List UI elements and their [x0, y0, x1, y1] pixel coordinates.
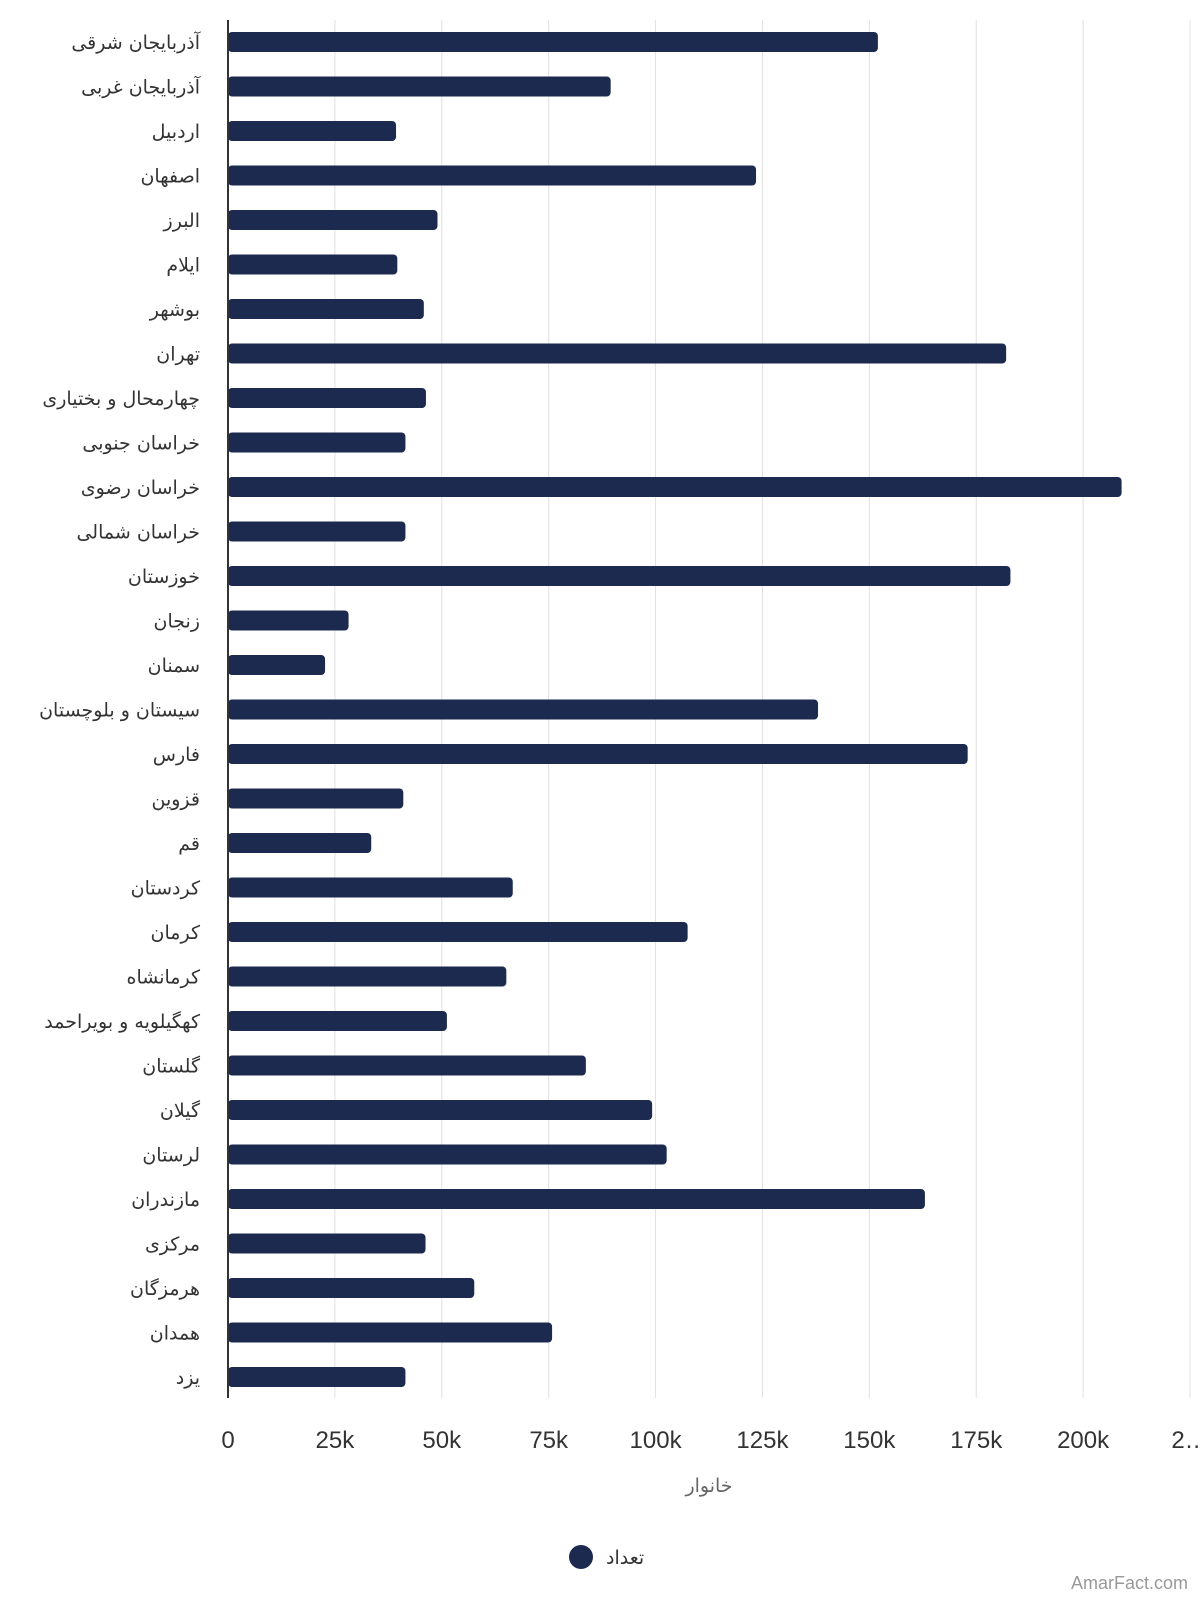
bar[interactable] [228, 877, 513, 898]
category-labels: آذربایجان شرقی آذربایجان غربی اردبیل اصفهان… [39, 30, 201, 1389]
bar[interactable] [228, 610, 349, 631]
legend[interactable]: تعداد [569, 1545, 644, 1569]
bar[interactable] [228, 165, 757, 186]
category-label: همدان [150, 1323, 200, 1345]
x-tick-label: 0 [221, 1427, 234, 1454]
x-axis-tick-labels: 0 25k 50k 75k 100k 125k 150k 175k 200k 2… [221, 1427, 1200, 1454]
category-label: فارس [153, 744, 200, 766]
bar[interactable] [228, 1367, 406, 1387]
category-label: زنجان [154, 611, 200, 633]
bar[interactable] [228, 477, 1122, 497]
category-label: کهگیلویه و بویراحمد [44, 1010, 201, 1033]
bar[interactable] [228, 1233, 426, 1254]
category-label: کرمان [151, 922, 201, 944]
bar[interactable] [228, 655, 326, 675]
bar[interactable] [228, 566, 1011, 586]
bar[interactable] [228, 699, 819, 720]
bar[interactable] [228, 210, 438, 230]
category-label: خراسان رضوی [81, 477, 200, 499]
x-tick-label: 25k [316, 1427, 356, 1454]
category-label: لرستان [142, 1145, 200, 1167]
bar[interactable] [228, 1189, 925, 1209]
bar[interactable] [228, 744, 968, 764]
bar[interactable] [228, 1055, 586, 1076]
category-label: گلستان [142, 1055, 201, 1078]
category-label: ایلام [166, 255, 200, 277]
bar[interactable] [228, 1144, 667, 1165]
bar[interactable] [228, 32, 878, 52]
bar[interactable] [228, 1011, 447, 1031]
category-label: خراسان شمالی [76, 522, 200, 544]
category-label: سمنان [148, 655, 200, 677]
category-label: سیستان و بلوچستان [39, 700, 200, 722]
category-label: قزوین [152, 789, 201, 811]
bar-layer [228, 32, 1122, 1387]
bar[interactable] [228, 922, 688, 942]
x-tick-label: 125k [736, 1427, 789, 1454]
bar[interactable] [228, 343, 1007, 364]
x-tick-label: 175k [950, 1427, 1003, 1454]
bar[interactable] [228, 966, 507, 987]
category-label: البرز [163, 210, 200, 232]
category-label: قم [178, 833, 200, 855]
category-label: چهارمحال و بختیاری [42, 388, 200, 410]
category-label: تهران [156, 344, 200, 366]
x-tick-label: 75k [529, 1427, 569, 1454]
category-label: بوشهر [149, 299, 200, 321]
x-tick-label: 100k [630, 1427, 683, 1454]
category-label: مرکزی [145, 1234, 200, 1256]
category-label: مازندران [131, 1189, 200, 1211]
bar[interactable] [228, 432, 406, 453]
legend-marker [569, 1545, 593, 1569]
category-label: آذربایجان غربی [81, 75, 201, 99]
legend-label: تعداد [606, 1547, 644, 1569]
bar[interactable] [228, 521, 406, 542]
category-label: گیلان [160, 1099, 201, 1122]
credit-text[interactable]: AmarFact.com [1070, 1573, 1188, 1593]
bar[interactable] [228, 1100, 653, 1120]
bar[interactable] [228, 76, 611, 97]
bar[interactable] [228, 833, 372, 853]
bar[interactable] [228, 388, 426, 408]
bar[interactable] [228, 299, 424, 319]
x-tick-label: 150k [843, 1427, 896, 1454]
bar[interactable] [228, 254, 398, 275]
category-label: اردبیل [152, 121, 200, 143]
bar[interactable] [228, 1278, 475, 1298]
category-label: یزد [176, 1367, 200, 1389]
category-label: هرمزگان [130, 1277, 200, 1300]
x-tick-label: 50k [422, 1427, 462, 1454]
bar[interactable] [228, 788, 404, 809]
category-label: اصفهان [140, 166, 200, 188]
bar[interactable] [228, 1322, 553, 1343]
bar[interactable] [228, 121, 397, 141]
category-label: خراسان جنوبی [82, 433, 200, 455]
category-label: خوزستان [128, 566, 200, 588]
category-label: کردستان [131, 878, 201, 900]
category-label: کرمانشاه [127, 967, 201, 989]
x-tick-label: 200k [1057, 1427, 1110, 1454]
x-axis-title: خانوار [684, 1475, 732, 1497]
category-label: آذربایجان شرقی [71, 30, 200, 54]
x-tick-label: 2… [1171, 1427, 1200, 1454]
